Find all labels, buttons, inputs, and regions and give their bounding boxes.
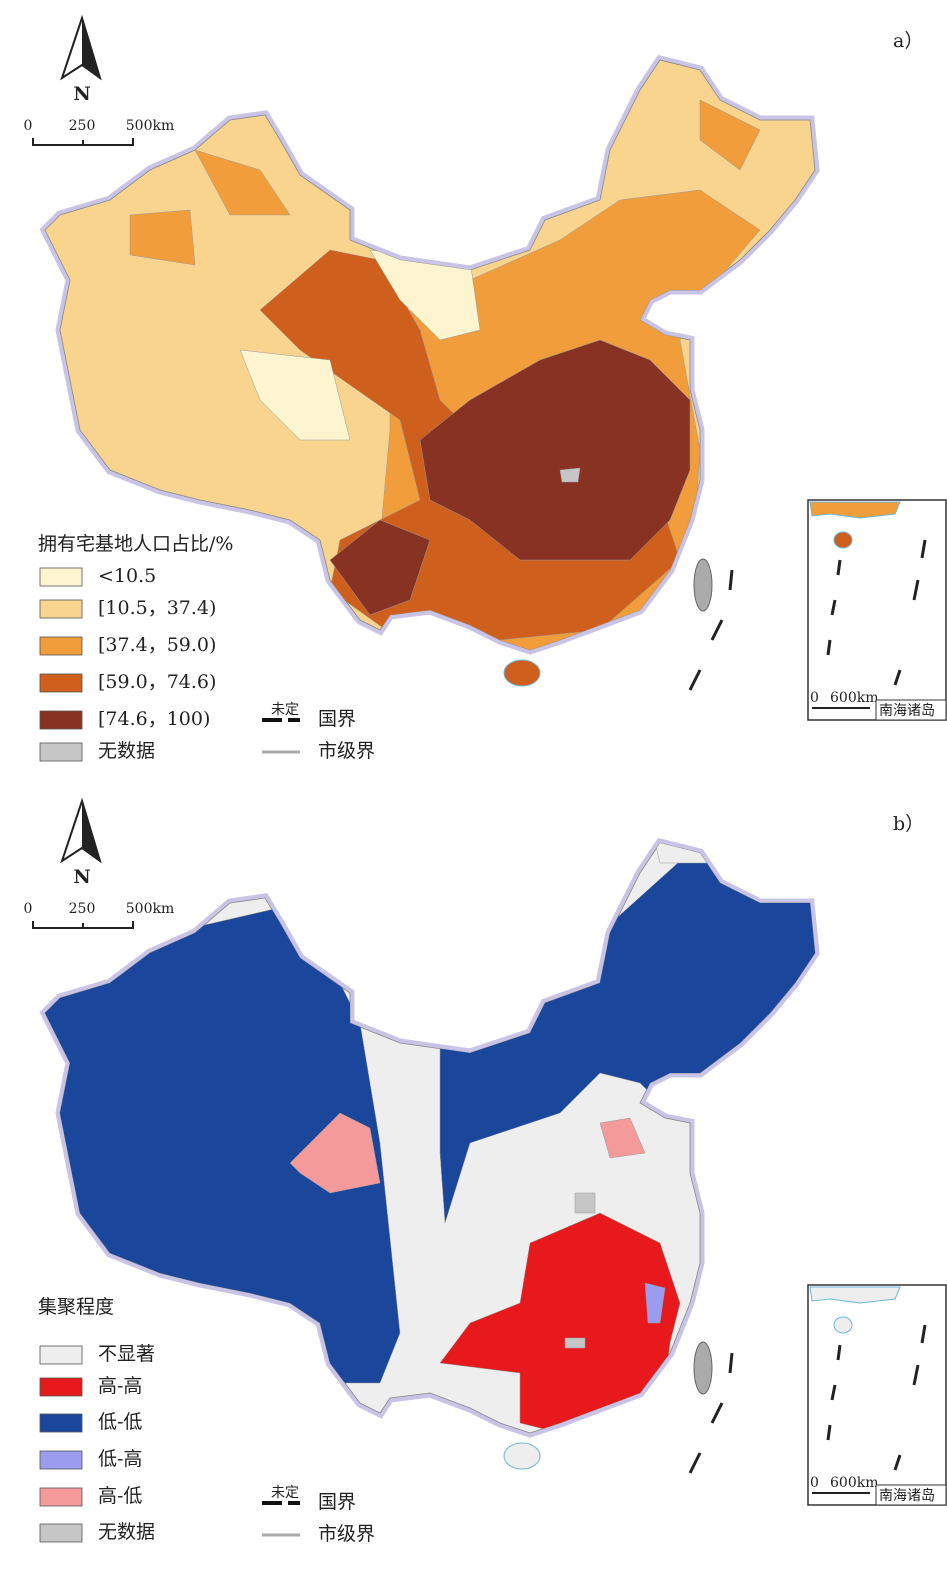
scale-label: 0 bbox=[24, 901, 33, 917]
north-label: N bbox=[73, 866, 90, 888]
panel-label: b） bbox=[893, 813, 924, 835]
panel-label: a） bbox=[893, 30, 923, 52]
legend-swatch bbox=[39, 673, 83, 693]
legend-swatch bbox=[39, 1450, 83, 1470]
legend-swatch bbox=[39, 1413, 83, 1433]
legend-swatch bbox=[39, 742, 83, 762]
inset-hainan bbox=[833, 531, 853, 549]
region bbox=[129, 209, 196, 266]
legend-label: 高-低 bbox=[98, 1485, 142, 1507]
city-border-label: 市级界 bbox=[318, 1523, 375, 1545]
scale-label: 500km bbox=[126, 118, 174, 134]
north-arrow-half bbox=[82, 801, 100, 861]
inset-frame bbox=[807, 1284, 947, 1506]
map-panel bbox=[40, 823, 830, 1474]
region bbox=[194, 149, 291, 216]
inset-label-box bbox=[875, 699, 947, 721]
legend-label: <10.5 bbox=[98, 565, 156, 587]
national-border-label: 国界 bbox=[318, 708, 356, 730]
inset-scale-label: 600km bbox=[830, 690, 878, 706]
legend-title: 集聚程度 bbox=[38, 1296, 114, 1318]
region bbox=[574, 1192, 596, 1214]
region bbox=[644, 1282, 666, 1324]
legend-swatch bbox=[39, 1377, 83, 1397]
legend-swatch bbox=[39, 710, 83, 730]
north-arrow-half bbox=[82, 18, 100, 78]
legend-title: 拥有宅基地人口占比/% bbox=[38, 533, 233, 555]
region bbox=[699, 99, 761, 171]
legend-label: [10.5，37.4) bbox=[98, 597, 216, 619]
legend-label: [37.4，59.0) bbox=[98, 634, 216, 656]
dash-line bbox=[688, 1352, 734, 1474]
inset-label: 南海诸岛 bbox=[879, 1488, 935, 1504]
legend-swatch bbox=[39, 636, 83, 656]
region bbox=[419, 339, 691, 561]
legend-label: 低-高 bbox=[98, 1448, 142, 1470]
region bbox=[239, 349, 351, 441]
legend-label: 不显著 bbox=[98, 1343, 155, 1365]
scale-label: 250 bbox=[69, 118, 96, 134]
inset-dashes bbox=[826, 539, 927, 686]
scale-bar bbox=[32, 921, 134, 929]
region bbox=[289, 1112, 381, 1194]
legend-label: 无数据 bbox=[98, 740, 155, 762]
legend-swatch bbox=[39, 567, 83, 587]
legend-label: 高-高 bbox=[98, 1375, 142, 1397]
inset-hainan bbox=[833, 1316, 853, 1334]
legend-label: 无数据 bbox=[98, 1521, 155, 1543]
inset-label-box bbox=[875, 1484, 947, 1506]
legend-swatch bbox=[39, 599, 83, 619]
inset-coast bbox=[809, 1286, 901, 1304]
inset-scale-label: 0 bbox=[810, 1475, 819, 1491]
inset-scale-label: 0 bbox=[810, 690, 819, 706]
map-panel bbox=[45, 60, 815, 691]
undetermined-label: 未定 bbox=[271, 1485, 299, 1501]
dash-line bbox=[688, 569, 734, 691]
national-border-label: 国界 bbox=[318, 1491, 356, 1513]
north-label: N bbox=[73, 83, 90, 105]
scale-label: 500km bbox=[126, 901, 174, 917]
legend-swatch bbox=[39, 1523, 83, 1543]
scale-label: 250 bbox=[69, 901, 96, 917]
region bbox=[329, 519, 431, 616]
region bbox=[439, 1212, 681, 1433]
region bbox=[564, 1337, 586, 1349]
undetermined-label: 未定 bbox=[271, 702, 299, 718]
legend-label: [59.0，74.6) bbox=[98, 671, 216, 693]
inset-coast bbox=[809, 501, 901, 519]
hainan bbox=[503, 1442, 541, 1470]
inset-dashes bbox=[826, 1324, 927, 1471]
region bbox=[599, 1117, 646, 1159]
taiwan bbox=[693, 1341, 713, 1395]
inset-label: 南海诸岛 bbox=[879, 703, 935, 719]
city-border-label: 市级界 bbox=[318, 740, 375, 762]
region bbox=[559, 467, 581, 483]
scale-bar bbox=[32, 138, 134, 146]
legend-label: [74.6，100) bbox=[98, 708, 210, 730]
legend-swatch bbox=[39, 1345, 83, 1365]
scale-label: 0 bbox=[24, 118, 33, 134]
taiwan bbox=[693, 558, 713, 612]
inset-scale-label: 600km bbox=[830, 1475, 878, 1491]
legend-swatch bbox=[39, 1487, 83, 1507]
hainan bbox=[503, 659, 541, 687]
inset-frame bbox=[807, 499, 947, 721]
legend-label: 低-低 bbox=[98, 1411, 142, 1433]
